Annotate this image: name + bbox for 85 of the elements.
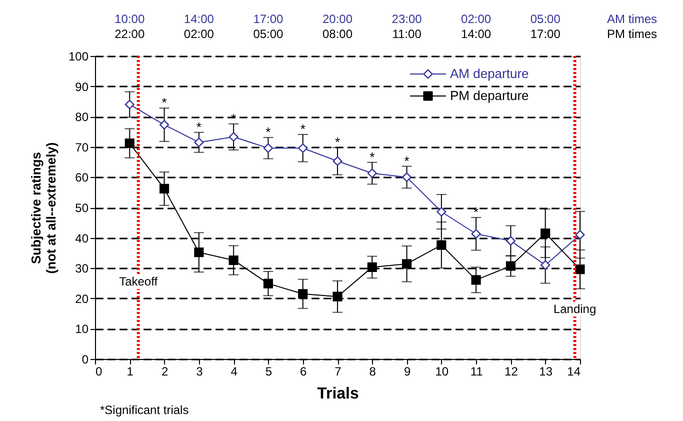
annotation: * — [370, 149, 375, 164]
point — [471, 229, 481, 239]
text: 23:00 — [392, 12, 422, 26]
text: 11:00 — [392, 27, 422, 41]
point — [436, 240, 446, 250]
point — [228, 132, 238, 142]
point — [263, 143, 273, 153]
text: AM times — [606, 12, 658, 26]
annotation: * — [162, 95, 167, 110]
x-tick-label: 13 — [539, 364, 553, 378]
point — [298, 143, 308, 153]
point — [436, 206, 446, 217]
point — [367, 168, 377, 178]
legend-label: PM departure — [450, 88, 529, 103]
annotation: * — [404, 153, 410, 168]
annotation: * — [196, 119, 202, 134]
x-tick-label: 12 — [504, 364, 518, 378]
x-tick-label: 14 — [567, 364, 581, 378]
point — [575, 230, 585, 240]
point — [575, 264, 585, 274]
point — [402, 172, 412, 182]
text: 20:00 — [322, 12, 353, 26]
y-tick-label: 100 — [68, 50, 89, 64]
x-tick-label: 3 — [196, 364, 204, 378]
y-tick-label: 0 — [82, 352, 89, 366]
x-tick-label: 4 — [230, 364, 238, 378]
text: 17:00 — [253, 12, 284, 26]
point — [506, 236, 516, 246]
point — [263, 278, 273, 288]
x-tick-label: 6 — [300, 364, 308, 378]
point — [367, 262, 377, 272]
point — [228, 255, 238, 266]
x-tick-label: 10 — [435, 364, 449, 378]
annotation: * — [300, 121, 306, 136]
point — [402, 259, 412, 269]
y-tick-label: 20 — [75, 292, 89, 306]
point — [540, 228, 550, 238]
text: 10:00 — [114, 12, 145, 26]
y-tick-label: 10 — [75, 322, 89, 336]
text: 08:00 — [322, 27, 353, 41]
y-tick-label: 80 — [75, 110, 89, 124]
x-tick-label: 1 — [126, 364, 134, 378]
point — [160, 184, 170, 194]
point — [160, 120, 170, 130]
x-tick-label: 2 — [161, 364, 168, 378]
x-tick-label: 9 — [404, 364, 411, 378]
x-axis-title: Trials — [317, 386, 359, 402]
annotation: * — [334, 134, 340, 150]
point — [298, 289, 308, 299]
y-tick-label: 90 — [75, 80, 89, 94]
text: 22:00 — [114, 27, 145, 41]
y-tick-label: 50 — [75, 201, 89, 215]
y-tick-label: 30 — [75, 262, 89, 276]
text: 02:00 — [184, 27, 214, 41]
y-tick-label: 70 — [75, 140, 89, 154]
legend-label: AM departure — [450, 66, 529, 81]
text: 02:00 — [461, 12, 492, 26]
point — [332, 292, 342, 302]
annotation: * — [266, 124, 271, 140]
text: 14:00 — [184, 12, 214, 26]
annotation: * — [474, 204, 479, 220]
y-axis-title: Subjective ratings (not at all--extremely) — [28, 142, 58, 274]
point — [194, 138, 204, 148]
y-tick-label: 60 — [75, 170, 89, 185]
point — [124, 138, 134, 148]
y-tick-label: 40 — [75, 231, 89, 246]
text: 05:00 — [253, 27, 284, 41]
text: PM times — [606, 27, 658, 41]
point — [471, 275, 481, 285]
point — [194, 248, 204, 258]
point — [540, 260, 550, 270]
text: *Significant trials — [100, 403, 189, 417]
point — [332, 156, 342, 166]
x-tick-label: 5 — [265, 364, 272, 378]
point — [124, 100, 134, 110]
text: 17:00 — [530, 27, 561, 41]
text: 14:00 — [461, 27, 492, 41]
ref-line-label: Takeoff — [119, 274, 158, 289]
x-tick-label: 8 — [369, 364, 376, 378]
x-tick-label: 0 — [96, 364, 102, 378]
ref-line-label: Landing — [553, 302, 596, 316]
x-tick-label: 11 — [470, 364, 484, 378]
point — [506, 261, 516, 271]
text: 05:00 — [530, 12, 561, 26]
x-tick-label: 7 — [334, 364, 342, 378]
